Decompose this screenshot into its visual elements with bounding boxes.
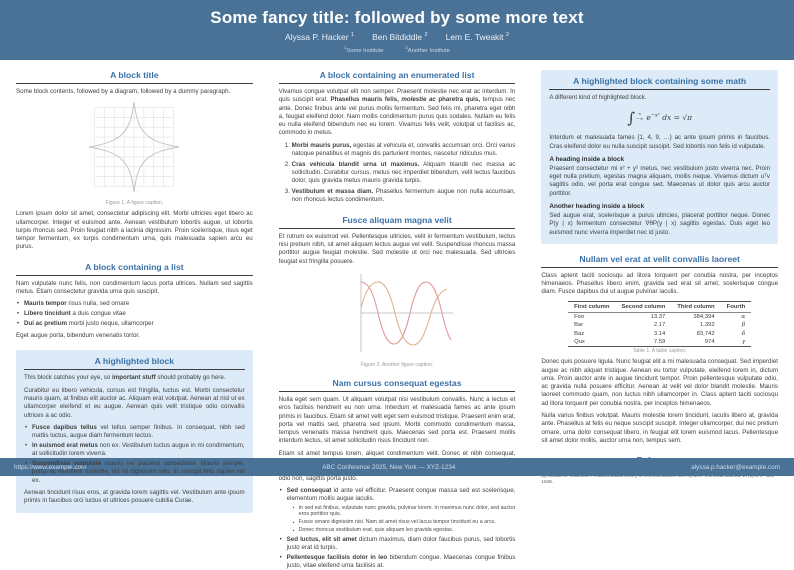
- block-containing-a-list: A block containing a list Nam vulputate …: [16, 262, 253, 341]
- body-paragraph: Et rutrum ex euismod vel. Pellentesque u…: [278, 232, 516, 265]
- bullet-item: Sed luctus, elit sit amet dictum maximus…: [279, 536, 516, 553]
- table-header-cell: Third column: [671, 300, 721, 313]
- body-paragraph: Class aptent taciti sociosqu ad litora t…: [541, 271, 779, 296]
- institute: 2Another Institute: [405, 45, 450, 54]
- block-a-block-title: A block title Some block contents, follo…: [16, 70, 253, 252]
- bullet-item: Dui ac pretium morbi justo neque, ullamc…: [16, 320, 253, 329]
- figure-2-sine-plot: Figure 2. Another figure caption.: [279, 270, 516, 368]
- body-paragraph: Nulla eget sem quam. Ut aliquam volutpat…: [278, 395, 516, 445]
- figure-caption: Figure 2. Another figure caption.: [360, 361, 434, 368]
- block-enumerated-list: A block containing an enumerated list Vi…: [278, 70, 516, 205]
- enumerated-item: Cras vehicula blandit urna ut maximus. A…: [292, 161, 516, 186]
- integral-symbol: ∫: [627, 109, 636, 128]
- column-left: A block title Some block contents, follo…: [16, 70, 253, 513]
- body-paragraph: Interdum et malesuada fames {1, 4, 9, …}…: [549, 134, 771, 150]
- institute-list: 1Some Institute 2Another Institute: [0, 45, 794, 54]
- poster-title: Some fancy title: followed by some more …: [210, 8, 584, 27]
- block-title: Fusce aliquam magna velit: [278, 215, 516, 229]
- bullet-item: In euismod erat metus non ex. Vestibulum…: [24, 442, 245, 459]
- footer-email-link[interactable]: alyssa.p.hacker@example.com: [691, 463, 780, 471]
- poster-body: A block title Some block contents, follo…: [0, 60, 794, 569]
- enumerated-item: Vestibulum et massa diam. Phasellus ferm…: [292, 188, 516, 205]
- body-paragraph: Sed augue erat, scelerisque a purus ultr…: [549, 212, 771, 236]
- footer-conference-info: ABC Conference 2025, New York — XYZ-1234: [322, 463, 456, 471]
- table-header-row: First column Second column Third column …: [568, 300, 752, 313]
- block-subheading: A heading inside a block: [549, 155, 625, 163]
- bullet-list: Mauris tempor risus nulla, sed ornare Li…: [16, 300, 253, 328]
- integral-upper-limit: ∞: [637, 112, 642, 118]
- poster-header: Some fancy title: followed by some more …: [0, 0, 794, 60]
- block-title: A block title: [16, 70, 253, 84]
- sine-figure-svg: [360, 273, 453, 352]
- figure-1-star-plot: Figure 1. A figure caption.: [16, 100, 253, 206]
- bullet-item: Suspendisse vulputate mauris vel placera…: [24, 460, 245, 485]
- block-title: A block containing an enumerated list: [278, 70, 516, 84]
- body-paragraph: A different kind of highlighted block.: [549, 93, 647, 101]
- bullet-list: Fusce dapibus tellus vel tellus semper f…: [24, 424, 245, 485]
- block-subheading: Another heading inside a block: [549, 203, 645, 210]
- bullet-item: Pellentesque facilisis dolor in leo bibe…: [279, 554, 516, 570]
- highlighted-block: A highlighted block This block catches y…: [16, 350, 253, 513]
- author-list: Alyssa P. Hacker 1 Ben Bitdiddle 2 Lem E…: [0, 32, 794, 42]
- data-table: First column Second column Third column …: [568, 300, 752, 348]
- table-header-cell: First column: [568, 300, 616, 313]
- block-table: Nullam vel erat at velit convallis laore…: [541, 254, 779, 445]
- enumerated-list: Morbi mauris purus, egestas at vehicula …: [279, 142, 516, 205]
- body-paragraph: Some block contents, followed by a diagr…: [16, 87, 231, 95]
- bullet-item: Mauris tempor risus nulla, sed ornare: [16, 300, 253, 309]
- bullet-item: Libero tincidunt a duis congue vitae: [16, 310, 253, 319]
- body-paragraph: Curabitur eu libero vehicula, cursus est…: [24, 386, 245, 419]
- sub-bullet-list: In sed est finibus, vulputate nunc gravi…: [287, 505, 516, 535]
- column-right: A highlighted block containing some math…: [541, 69, 779, 484]
- star-figure-svg: [89, 102, 180, 193]
- body-paragraph: Nulla varius finibus volutpat. Mauris mo…: [541, 412, 779, 444]
- bullet-item: Fusce dapibus tellus vel tellus semper f…: [24, 424, 245, 441]
- body-paragraph: Vivamus congue volutpat elit non semper.…: [278, 87, 516, 137]
- figure-caption: Figure 1. A figure caption.: [105, 200, 164, 207]
- sub-bullet-item: Donec rhoncus vestibulum erat, quis aliq…: [293, 527, 516, 534]
- table-header-cell: Second column: [615, 300, 672, 313]
- highlighted-math-block: A highlighted block containing some math…: [541, 69, 779, 244]
- sub-bullet-item: Fusce ornare dignissim nisi. Nam sit ame…: [293, 519, 516, 526]
- block-title: Nullam vel erat at velit convallis laore…: [541, 254, 779, 268]
- author: Lem E. Tweakit 2: [445, 32, 509, 42]
- author: Ben Bitdiddle 2: [372, 32, 428, 42]
- block-title: A highlighted block: [24, 356, 245, 371]
- column-middle: A block containing an enumerated list Vi…: [278, 70, 516, 569]
- bullet-item: Sed consequat id ante vel efficitur. Pra…: [279, 487, 516, 534]
- math-equation: ∫ ∞ −∞ e−x² dx = √π: [627, 109, 693, 128]
- table-row: Baz 3.14 83,742 δ: [574, 330, 746, 337]
- institute: 1Some Institute: [344, 45, 384, 54]
- table-row: Qux 7.59 974 γ: [568, 337, 752, 348]
- table-row: Foo 13.37 384,394 α: [574, 313, 746, 320]
- enumerated-item: Morbi mauris purus, egestas at vehicula …: [292, 142, 516, 159]
- block-fusce-aliquam: Fusce aliquam magna velit Et rutrum ex e…: [278, 215, 516, 368]
- body-paragraph: Nam vulputate nunc felis, non condimentu…: [16, 279, 253, 295]
- table-caption: Table 1. A table caption.: [632, 348, 687, 355]
- block-title: Nam cursus consequat egestas: [278, 378, 516, 392]
- author: Alyssa P. Hacker 1: [285, 32, 355, 42]
- body-paragraph: Aenean tincidunt risus eros, at gravida …: [24, 489, 245, 505]
- table-header-cell: Fourth: [720, 300, 752, 313]
- bullet-list: Sed consequat id ante vel efficitur. Pra…: [279, 487, 516, 570]
- body-paragraph: This block catches your eye, so importan…: [24, 374, 226, 382]
- block-title: A highlighted block containing some math: [549, 76, 771, 90]
- body-paragraph: Eget augue porta, bibendum venenatis tor…: [16, 332, 140, 340]
- block-title: A block containing a list: [16, 262, 253, 276]
- integral-lower-limit: −∞: [636, 117, 644, 123]
- body-paragraph: Lorem ipsum dolor sit amet, consectetur …: [16, 210, 253, 251]
- table-row: Bar 2.17 1,392 β: [574, 322, 746, 329]
- sub-bullet-item: In sed est finibus, vulputate nunc gravi…: [293, 505, 516, 519]
- body-paragraph: Praesent consectetur mi x² + y² metus, n…: [549, 164, 771, 197]
- body-paragraph: Donec quis posuere ligula. Nunc feugiat …: [541, 358, 779, 407]
